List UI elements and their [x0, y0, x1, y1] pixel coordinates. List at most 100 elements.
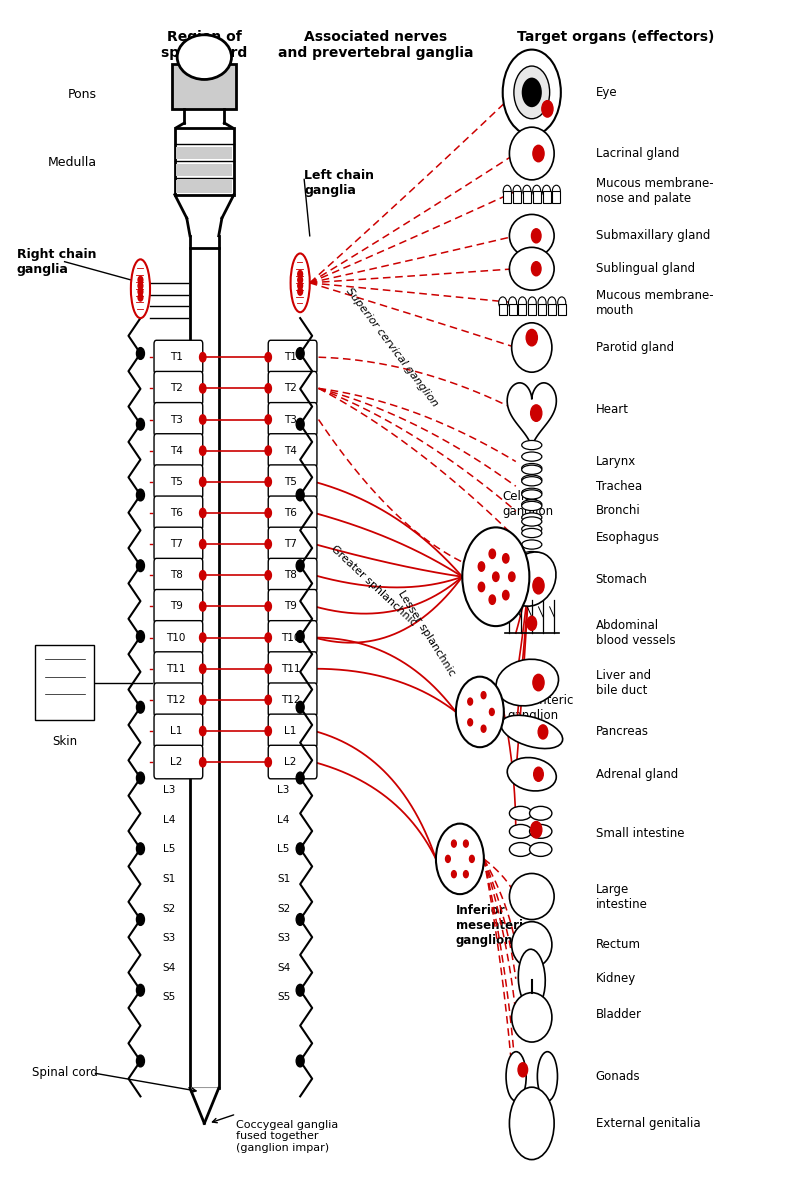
FancyBboxPatch shape — [154, 558, 202, 592]
FancyBboxPatch shape — [268, 527, 317, 560]
Circle shape — [138, 282, 143, 290]
FancyBboxPatch shape — [154, 527, 202, 560]
Text: Bronchi: Bronchi — [596, 505, 641, 518]
Circle shape — [137, 913, 145, 925]
Text: S3: S3 — [163, 933, 176, 943]
Circle shape — [296, 843, 304, 855]
Circle shape — [530, 822, 542, 838]
Text: S5: S5 — [163, 992, 176, 1003]
Text: T2: T2 — [170, 384, 182, 393]
Circle shape — [296, 913, 304, 925]
Circle shape — [533, 578, 544, 594]
Text: Greater sphlanchnic: Greater sphlanchnic — [329, 544, 418, 627]
Text: T7: T7 — [170, 539, 182, 550]
Bar — [503, 191, 511, 202]
Bar — [538, 304, 546, 315]
Text: S4: S4 — [277, 963, 290, 973]
Bar — [176, 147, 232, 160]
Circle shape — [199, 758, 206, 767]
Text: T5: T5 — [284, 477, 297, 487]
Circle shape — [265, 696, 271, 705]
Ellipse shape — [510, 873, 554, 919]
Text: Left chain
ganglia: Left chain ganglia — [304, 169, 374, 197]
Circle shape — [502, 553, 509, 563]
Circle shape — [533, 145, 544, 161]
Text: T9: T9 — [170, 601, 182, 611]
Text: L5: L5 — [277, 844, 290, 855]
Text: S3: S3 — [277, 933, 290, 943]
Circle shape — [533, 185, 541, 197]
Text: Inferior
mesenteric
ganglion: Inferior mesenteric ganglion — [456, 904, 530, 946]
Ellipse shape — [510, 1088, 554, 1159]
Ellipse shape — [522, 488, 542, 498]
Text: L3: L3 — [163, 785, 175, 796]
Circle shape — [265, 601, 271, 611]
FancyBboxPatch shape — [35, 645, 94, 720]
Bar — [176, 164, 232, 177]
Circle shape — [481, 725, 486, 732]
Text: Right chain
ganglia: Right chain ganglia — [17, 247, 96, 275]
Circle shape — [199, 508, 206, 518]
Circle shape — [138, 288, 143, 295]
Circle shape — [265, 633, 271, 643]
Circle shape — [296, 631, 304, 643]
Ellipse shape — [522, 464, 542, 473]
Bar — [548, 304, 556, 315]
Circle shape — [138, 277, 143, 284]
Circle shape — [542, 185, 550, 197]
Ellipse shape — [538, 1052, 558, 1100]
Circle shape — [468, 719, 473, 726]
Circle shape — [523, 185, 531, 197]
FancyBboxPatch shape — [268, 683, 317, 717]
Circle shape — [199, 601, 206, 611]
Polygon shape — [507, 383, 556, 448]
Circle shape — [137, 347, 145, 359]
Circle shape — [265, 446, 271, 455]
Circle shape — [533, 674, 544, 691]
FancyBboxPatch shape — [154, 714, 202, 747]
Ellipse shape — [522, 528, 542, 538]
Circle shape — [526, 330, 538, 346]
Text: Kidney: Kidney — [596, 972, 636, 985]
Circle shape — [137, 772, 145, 784]
Circle shape — [298, 282, 302, 290]
Text: T2: T2 — [284, 384, 297, 393]
Text: T4: T4 — [170, 446, 182, 455]
Text: T4: T4 — [284, 446, 297, 455]
FancyBboxPatch shape — [268, 340, 317, 374]
FancyBboxPatch shape — [154, 590, 202, 623]
FancyBboxPatch shape — [154, 340, 202, 374]
Text: T5: T5 — [170, 477, 182, 487]
Text: Pons: Pons — [67, 88, 97, 101]
Circle shape — [528, 297, 536, 308]
Ellipse shape — [522, 525, 542, 533]
Bar — [498, 304, 506, 315]
Circle shape — [509, 297, 517, 308]
Circle shape — [137, 490, 145, 501]
FancyBboxPatch shape — [172, 65, 236, 108]
FancyBboxPatch shape — [268, 745, 317, 779]
Circle shape — [498, 297, 506, 308]
Ellipse shape — [131, 259, 150, 318]
Text: T7: T7 — [284, 539, 297, 550]
Bar — [518, 304, 526, 315]
Ellipse shape — [512, 992, 552, 1042]
Ellipse shape — [522, 517, 542, 526]
Text: T3: T3 — [170, 414, 182, 425]
Circle shape — [456, 677, 504, 747]
Circle shape — [296, 347, 304, 359]
Text: T1: T1 — [284, 352, 297, 363]
Circle shape — [509, 572, 515, 581]
Circle shape — [199, 477, 206, 486]
FancyBboxPatch shape — [154, 403, 202, 437]
Ellipse shape — [501, 716, 562, 749]
Text: Bladder: Bladder — [596, 1008, 642, 1020]
Circle shape — [468, 698, 473, 705]
Circle shape — [199, 384, 206, 393]
Text: T11: T11 — [166, 664, 186, 673]
Circle shape — [436, 824, 484, 895]
Circle shape — [534, 767, 543, 782]
Text: L1: L1 — [170, 726, 182, 736]
Text: Larynx: Larynx — [596, 455, 636, 468]
Circle shape — [199, 539, 206, 548]
